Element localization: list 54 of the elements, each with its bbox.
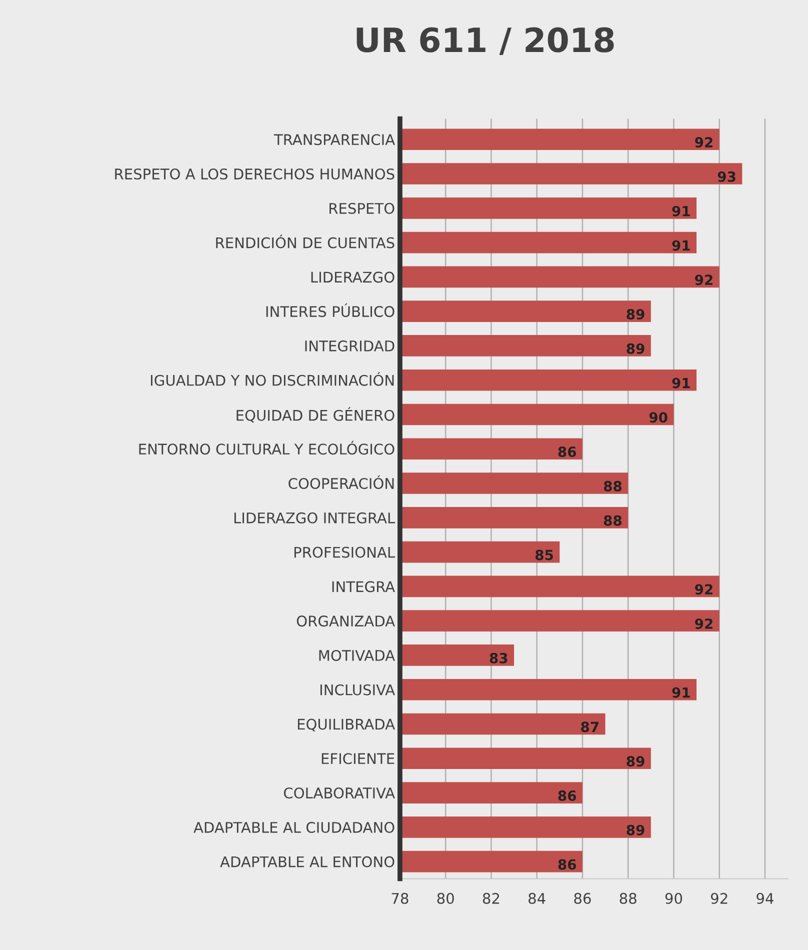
data-label: 90 [649, 412, 668, 423]
y-tick-label: INTEGRA [332, 581, 395, 592]
x-tick-label: 84 [528, 892, 546, 904]
x-tick-label: 94 [756, 892, 774, 904]
y-tick-label: PROFESIONAL [294, 546, 396, 558]
y-tick-label: EQUILIBRADA [298, 718, 395, 732]
x-tick-label: 88 [620, 892, 636, 904]
y-tick-label: ADAPTABLE AL ENTONO [220, 856, 394, 868]
y-tick-label: RESPETO [330, 202, 394, 214]
y-tick-label: INTEGRIDAD [305, 340, 394, 352]
data-label: 89 [626, 343, 644, 354]
y-tick-label: LIDERAZGO INTEGRAL [234, 512, 396, 524]
data-label: 89 [626, 824, 644, 836]
y-tick-label: ENTORNO CULTURAL Y ECOLÓGICO [139, 440, 394, 455]
y-tick-label: COOPERACIÓN [288, 475, 394, 490]
x-tick-label: 78 [392, 892, 408, 904]
data-label: 91 [672, 206, 690, 216]
x-tick-label: 86 [574, 892, 591, 904]
data-label: 86 [558, 859, 576, 870]
data-label: 92 [695, 137, 712, 148]
data-label: 83 [490, 652, 508, 664]
y-tick-label: INTERES PÚBLICO [266, 303, 394, 318]
y-tick-label: ADAPTABLE AL CIUDADANO [194, 822, 394, 833]
x-tick-label: 80 [437, 892, 454, 904]
data-label: 92 [695, 584, 712, 595]
y-tick-label: INCLUSIVA [320, 684, 395, 696]
data-label: 88 [604, 515, 622, 526]
data-label: 89 [626, 308, 644, 320]
y-tick-label: LIDERAZGO [311, 272, 394, 283]
data-label: 89 [626, 756, 644, 767]
y-tick-label: EQUIDAD DE GÉNERO [236, 407, 394, 423]
y-tick-label: RENDICIÓN DE CUENTAS [216, 234, 394, 248]
y-tick-label: EFICIENTE [322, 753, 394, 764]
y-tick-label: MOTIVADA [319, 650, 395, 661]
x-tick-label: 92 [710, 892, 728, 904]
chart-title: UR 611 / 2018 [356, 27, 614, 56]
data-label: 91 [672, 378, 690, 388]
data-label: 86 [558, 446, 576, 458]
data-label: 87 [581, 722, 598, 732]
data-label: 88 [604, 480, 622, 492]
y-tick-label: TRANSPARENCIA [274, 134, 395, 146]
data-label: 93 [718, 171, 736, 182]
data-label: 86 [558, 790, 576, 801]
data-label: 91 [672, 240, 690, 251]
y-tick-label: COLABORATIVA [284, 787, 395, 799]
data-label: 85 [535, 550, 553, 560]
y-tick-label: RESPETO A LOS DERECHOS HUMANOS [115, 168, 394, 180]
y-tick-label: IGUALDAD Y NO DISCRIMINACIÓN [150, 372, 394, 386]
x-tick-label: 90 [665, 892, 682, 904]
data-label: 91 [672, 687, 690, 698]
data-label: 92 [695, 274, 712, 286]
x-tick-label: 82 [482, 892, 500, 904]
y-tick-label: ORGANIZADA [296, 616, 395, 627]
data-label: 92 [695, 618, 712, 629]
